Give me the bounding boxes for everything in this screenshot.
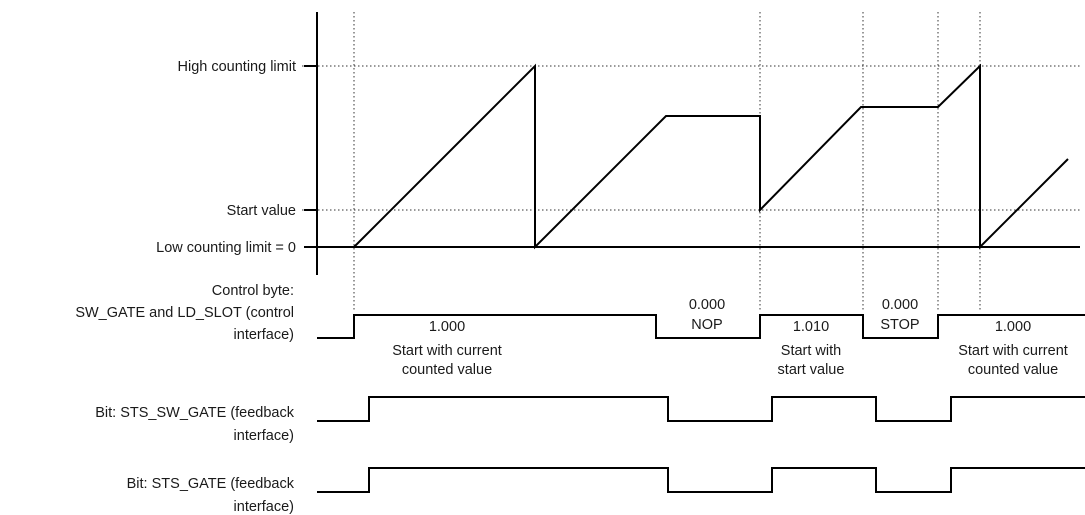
low-limit-label: Low counting limit = 0 — [156, 240, 296, 256]
phase-4-desc-1: STOP — [880, 317, 919, 333]
counter-value-trace — [353, 63, 1069, 250]
phase-3-code: 1.010 — [793, 319, 829, 335]
control-byte-label-1: Control byte: — [212, 283, 294, 299]
phase-4-code: 0.000 — [882, 297, 918, 313]
sts-gate-label-2: interface) — [234, 499, 294, 515]
phase-1-code: 1.000 — [429, 319, 465, 335]
start-value-label: Start value — [227, 203, 296, 219]
phase-2-desc-1: NOP — [691, 317, 722, 333]
sts-gate-waveform — [317, 467, 1085, 493]
sts-sw-gate-waveform — [317, 396, 1085, 422]
phase-5-desc-2: counted value — [968, 362, 1058, 378]
phase-3-desc-2: start value — [778, 362, 845, 378]
phase-2-code: 0.000 — [689, 297, 725, 313]
phase-3-desc-1: Start with — [781, 343, 841, 359]
phase-1-desc-1: Start with current — [392, 343, 502, 359]
phase-5-desc-1: Start with current — [958, 343, 1068, 359]
control-byte-waveform — [317, 314, 1085, 339]
phase-5-code: 1.000 — [995, 319, 1031, 335]
control-byte-label-3: interface) — [234, 327, 294, 343]
phase-1-desc-2: counted value — [402, 362, 492, 378]
control-byte-label-2: SW_GATE and LD_SLOT (control — [75, 305, 294, 321]
sts-sw-gate-label-2: interface) — [234, 428, 294, 444]
reference-guides — [302, 12, 1080, 312]
sts-sw-gate-label-1: Bit: STS_SW_GATE (feedback — [95, 405, 295, 421]
high-limit-label: High counting limit — [178, 59, 296, 75]
sts-gate-label-1: Bit: STS_GATE (feedback — [127, 476, 295, 492]
